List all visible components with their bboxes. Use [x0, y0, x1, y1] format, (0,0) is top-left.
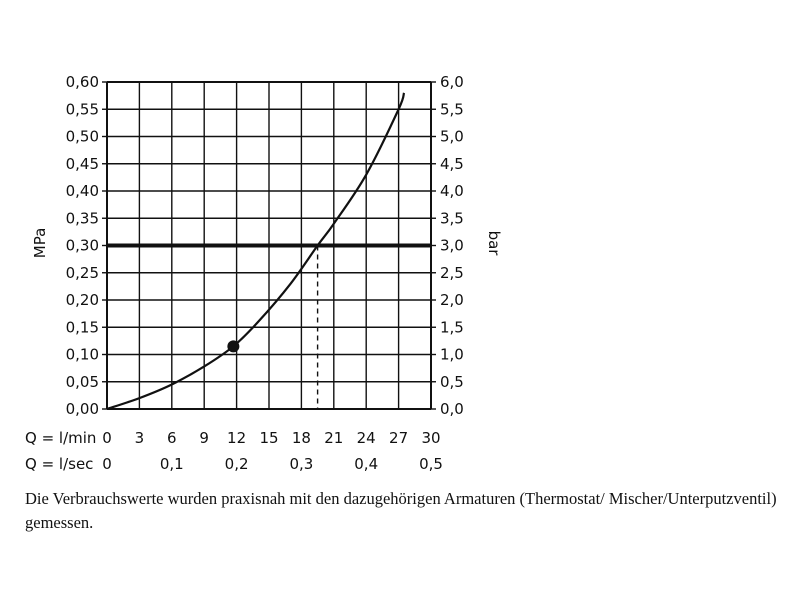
right-tick-label: 1,5	[440, 318, 464, 336]
x-axis-lmin-ticks: 0 3 6 9 12 15 18 21 24 27 30	[102, 429, 440, 447]
right-tick-label: 2,0	[440, 291, 464, 309]
x-axis-lmin-label: Q = l/min	[25, 429, 96, 447]
left-tick-label: 0,55	[66, 100, 99, 118]
right-tick-label: 5,5	[440, 100, 464, 118]
right-tick-label: 0,0	[440, 400, 464, 418]
caption-text: Die Verbrauchswerte wurden praxisnah mit…	[25, 489, 777, 532]
x-lmin-tick-label: 24	[357, 429, 376, 447]
x-lsec-tick-label: 0,1	[160, 455, 184, 473]
right-tick-label: 5,0	[440, 128, 464, 146]
right-axis-title: bar	[485, 231, 503, 257]
right-tick-label: 4,0	[440, 182, 464, 200]
x-lmin-tick-label: 21	[324, 429, 343, 447]
x-lmin-tick-label: 15	[259, 429, 278, 447]
left-tick-label: 0,25	[66, 264, 99, 282]
right-tick-label: 2,5	[440, 264, 464, 282]
left-tick-label: 0,00	[66, 400, 99, 418]
right-tick-label: 3,5	[440, 209, 464, 227]
left-tick-label: 0,35	[66, 209, 99, 227]
x-lmin-tick-label: 12	[227, 429, 246, 447]
x-lmin-tick-label: 6	[167, 429, 177, 447]
right-axis-ticks: 0,0 0,5 1,0 1,5 2,0 2,5 3,0 3,5 4,0 4,5 5,0 5,5 6,0	[431, 73, 464, 418]
left-tick-label: 0,40	[66, 182, 99, 200]
left-tick-label: 0,15	[66, 318, 99, 336]
flow-curve	[106, 92, 406, 411]
left-tick-label: 0,10	[66, 346, 99, 364]
right-tick-label: 1,0	[440, 346, 464, 364]
x-lmin-tick-label: 18	[292, 429, 311, 447]
left-tick-label: 0,45	[66, 155, 99, 173]
x-lsec-tick-label: 0,4	[354, 455, 378, 473]
x-lsec-tick-label: 0	[102, 455, 112, 473]
left-tick-label: 0,60	[66, 73, 99, 91]
left-tick-label: 0,20	[66, 291, 99, 309]
left-tick-label: 0,30	[66, 237, 99, 255]
plot-area	[106, 92, 431, 411]
right-tick-label: 0,5	[440, 373, 464, 391]
left-axis-ticks: 0,00 0,05 0,10 0,15 0,20 0,25 0,30 0,35 0,40 0,45…	[66, 73, 107, 418]
x-lmin-tick-label: 30	[421, 429, 440, 447]
x-lsec-tick-label: 0,2	[225, 455, 249, 473]
right-tick-label: 6,0	[440, 73, 464, 91]
marker-point	[227, 340, 240, 353]
x-lmin-tick-label: 0	[102, 429, 112, 447]
x-lsec-tick-label: 0,5	[419, 455, 443, 473]
right-tick-label: 4,5	[440, 155, 464, 173]
x-lmin-tick-label: 3	[135, 429, 145, 447]
left-axis-title: MPa	[31, 228, 49, 259]
left-tick-label: 0,05	[66, 373, 99, 391]
x-lsec-tick-label: 0,3	[289, 455, 313, 473]
right-tick-label: 3,0	[440, 237, 464, 255]
x-axis-lsec-ticks: 0 0,1 0,2 0,3 0,4 0,5	[102, 455, 443, 473]
pressure-flow-chart: 0,000,050,100,150,200,250,300,350,400,45…	[25, 73, 503, 473]
x-lmin-tick-label: 9	[199, 429, 209, 447]
x-lmin-tick-label: 27	[389, 429, 408, 447]
left-tick-label: 0,50	[66, 128, 99, 146]
x-axis-lsec-label: Q = l/sec	[25, 455, 93, 473]
